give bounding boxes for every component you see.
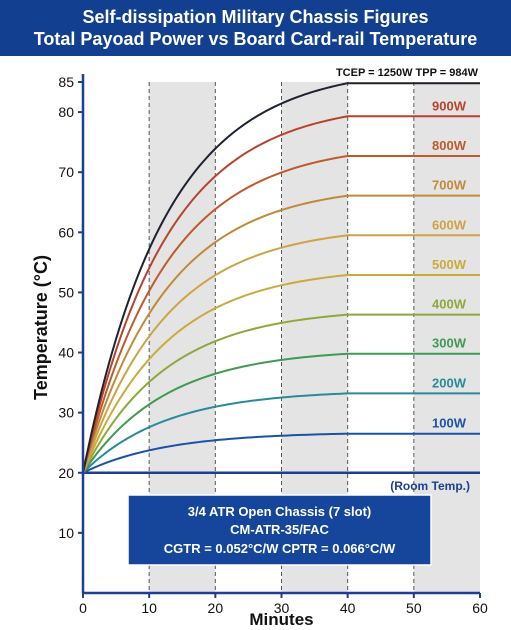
y-tick-label-60: 60 bbox=[58, 224, 74, 240]
y-tick-label-80: 80 bbox=[58, 104, 74, 120]
series-line-500w bbox=[82, 273, 480, 474]
series-line-600w bbox=[82, 234, 480, 474]
info-box bbox=[127, 494, 432, 566]
series-line-400w bbox=[82, 313, 480, 474]
chart-title-line2: Total Payoad Power vs Board Card-rail Te… bbox=[33, 29, 478, 49]
chart-header: Self-dissipation Military Chassis Figure… bbox=[0, 0, 511, 56]
y-tick-label-20: 20 bbox=[58, 465, 74, 481]
series-label-100w: 100W bbox=[432, 416, 467, 431]
series-label-400w: 400W bbox=[432, 297, 467, 312]
series-label-900w: 900W bbox=[432, 98, 467, 113]
series-line-200w bbox=[82, 392, 480, 474]
y-tick-label-40: 40 bbox=[58, 345, 74, 361]
y-tick-label-85: 85 bbox=[58, 74, 74, 90]
x-tick-label-10: 10 bbox=[141, 600, 157, 616]
series-label-300w: 300W bbox=[432, 336, 467, 351]
chart-title-line1: Self-dissipation Military Chassis Figure… bbox=[82, 7, 429, 27]
y-tick-label-30: 30 bbox=[58, 405, 74, 421]
series-label-200w: 200W bbox=[432, 375, 467, 390]
x-axis-title: Minutes bbox=[249, 610, 313, 629]
room-temp-label: (Room Temp.) bbox=[390, 479, 470, 493]
series-label-600w: 600W bbox=[432, 217, 467, 232]
info-box-line3: CGTR = 0.052°C/W CPTR = 0.066°C/W bbox=[164, 541, 396, 556]
series-line-100w bbox=[82, 432, 480, 474]
y-tick-label-70: 70 bbox=[58, 164, 74, 180]
y-tick-label-50: 50 bbox=[58, 284, 74, 300]
series-label-500w: 500W bbox=[432, 257, 467, 272]
series-line-900w bbox=[82, 115, 480, 473]
series-line-800w bbox=[82, 154, 480, 474]
x-tick-label-60: 60 bbox=[472, 600, 488, 616]
series-line-700w bbox=[82, 194, 480, 474]
info-box-line1: 3/4 ATR Open Chassis (7 slot) bbox=[188, 504, 372, 519]
x-tick-label-50: 50 bbox=[406, 600, 422, 616]
series-label-800w: 800W bbox=[432, 138, 467, 153]
info-box-line2: CM-ATR-35/FAC bbox=[230, 522, 329, 537]
series-line-tcep bbox=[82, 82, 480, 473]
series-line-300w bbox=[82, 352, 480, 474]
series-label-700w: 700W bbox=[432, 178, 467, 193]
y-tick-label-10: 10 bbox=[58, 525, 74, 541]
y-axis-title: Temperature (°C) bbox=[31, 255, 51, 400]
x-tick-label-30: 30 bbox=[274, 600, 290, 616]
x-tick-label-20: 20 bbox=[208, 600, 224, 616]
x-tick-label-40: 40 bbox=[340, 600, 356, 616]
top-label: TCEP = 1250W TPP = 984W bbox=[336, 67, 479, 79]
x-tick-label-0: 0 bbox=[79, 600, 87, 616]
